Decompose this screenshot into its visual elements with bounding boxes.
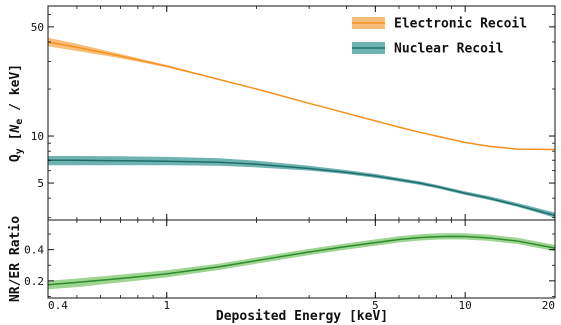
line-nuclear-recoil: [48, 159, 556, 217]
band-electronic-recoil: [48, 37, 555, 150]
top-y-tick-label: 5: [37, 177, 44, 190]
bottom-y-tick-label: 0.2: [24, 275, 44, 288]
legend-label-electronic-recoil: Electronic Recoil: [394, 17, 527, 32]
x-tick-label: 0.4: [48, 299, 68, 312]
top-panel: 5 10 50 Qy [Ne / keV] Electronic Recoil Nu…: [8, 5, 556, 221]
x-axis-label: Deposited Energy [keV]: [216, 309, 388, 324]
legend-label-nuclear-recoil: Nuclear Recoil: [394, 42, 504, 57]
x-tick-label: 10: [459, 299, 472, 312]
line-electronic-recoil: [47, 41, 556, 151]
x-tick-label: 1: [163, 299, 170, 312]
band-ratio: [48, 233, 555, 290]
top-y-tick-label: 10: [31, 130, 44, 143]
bottom-panel: 0.4 1 5 10 20 0.2 0.4 NR/ER Ratio: [8, 216, 556, 312]
x-tick-label: 5: [372, 299, 379, 312]
top-plot-frame: [47, 5, 556, 221]
bottom-y-axis-label: NR/ER Ratio: [8, 216, 23, 302]
bottom-y-tick-label: 0.4: [24, 244, 44, 257]
top-y-axis-label: Qy [Ne / keV]: [8, 64, 25, 162]
top-y-tick-label: 50: [31, 21, 44, 34]
legend-entry-nuclear-recoil: Nuclear Recoil: [352, 42, 504, 57]
legend: Electronic Recoil Nuclear Recoil: [352, 17, 527, 57]
x-tick-label: 20: [542, 299, 555, 312]
band-nuclear-recoil: [48, 156, 555, 218]
bottom-plot-frame: [47, 219, 556, 299]
line-ratio: [47, 235, 556, 286]
legend-entry-electronic-recoil: Electronic Recoil: [352, 17, 527, 32]
